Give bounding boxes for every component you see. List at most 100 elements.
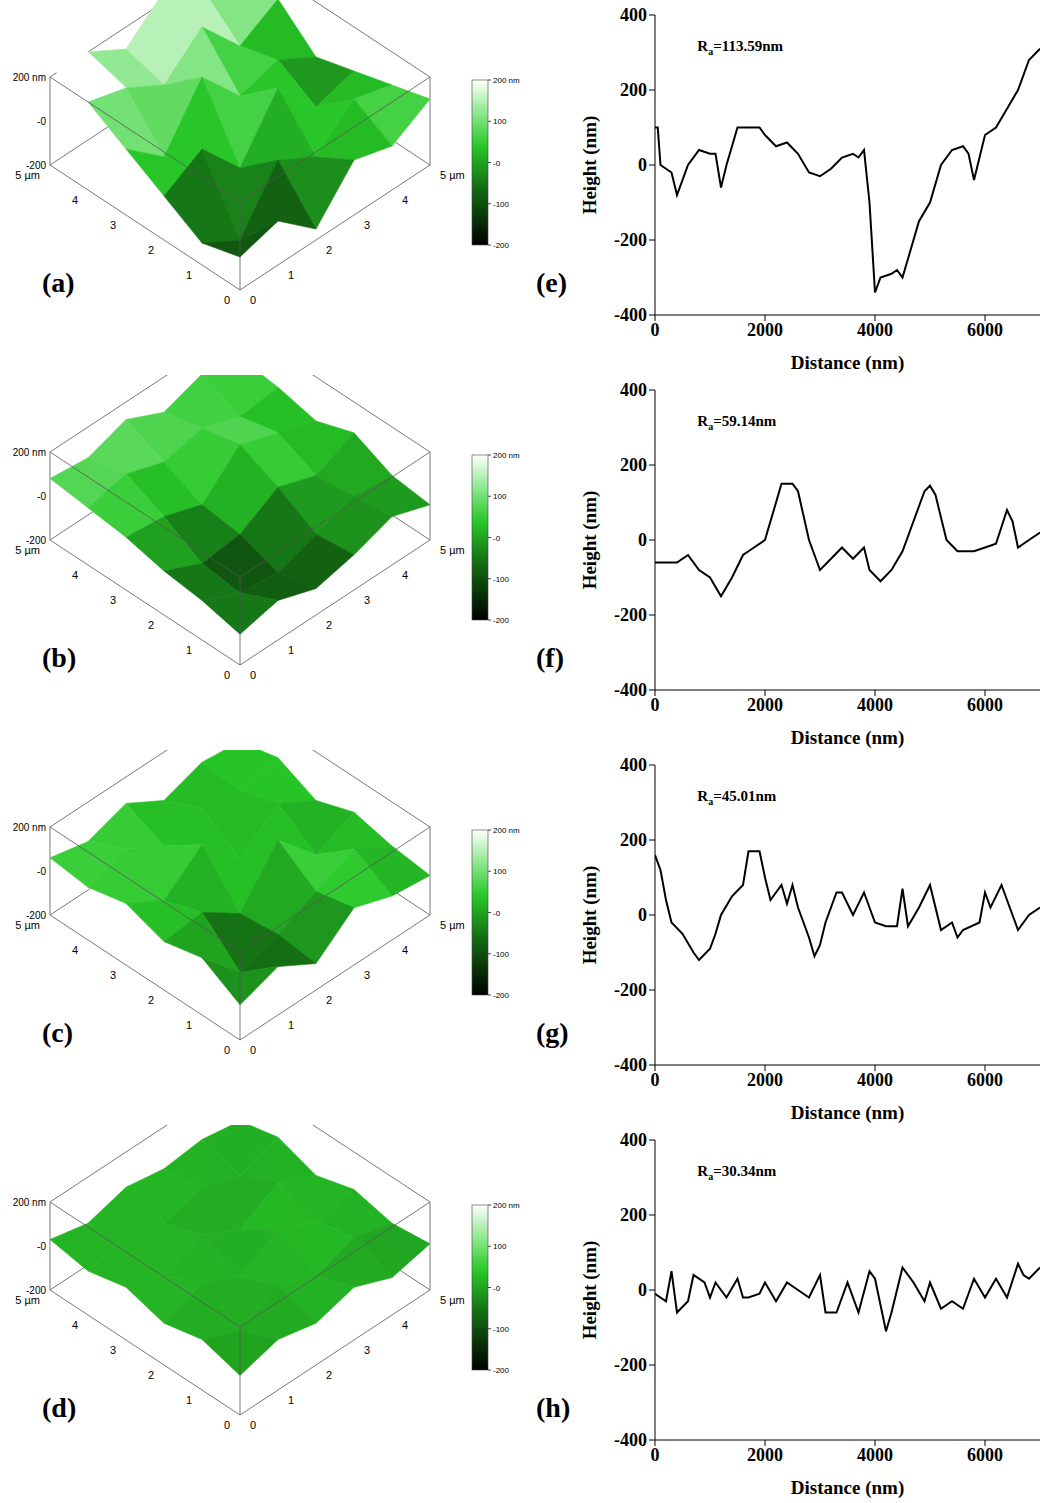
svg-text:-200: -200 bbox=[614, 605, 647, 625]
svg-text:200 nm: 200 nm bbox=[493, 76, 520, 85]
svg-text:6000: 6000 bbox=[967, 1070, 1003, 1090]
svg-text:-0: -0 bbox=[493, 534, 501, 543]
svg-text:-200: -200 bbox=[493, 616, 510, 625]
svg-text:-0: -0 bbox=[37, 1241, 46, 1252]
svg-text:Distance (nm): Distance (nm) bbox=[791, 1477, 904, 1499]
svg-text:5 µm: 5 µm bbox=[440, 544, 465, 556]
svg-text:4000: 4000 bbox=[857, 320, 893, 340]
svg-text:Height (nm): Height (nm) bbox=[579, 491, 601, 590]
svg-text:Ra=59.14nm: Ra=59.14nm bbox=[697, 413, 776, 432]
svg-text:100: 100 bbox=[493, 117, 507, 126]
svg-text:2: 2 bbox=[326, 1369, 332, 1381]
svg-text:2: 2 bbox=[148, 619, 154, 631]
svg-text:4: 4 bbox=[402, 569, 408, 581]
svg-text:0: 0 bbox=[224, 669, 230, 681]
svg-text:-0: -0 bbox=[37, 116, 46, 127]
svg-text:4: 4 bbox=[72, 569, 78, 581]
svg-text:5 µm: 5 µm bbox=[440, 919, 465, 931]
svg-text:2: 2 bbox=[326, 619, 332, 631]
svg-text:-400: -400 bbox=[614, 305, 647, 325]
svg-text:4: 4 bbox=[402, 1319, 408, 1331]
svg-text:200: 200 bbox=[620, 80, 647, 100]
svg-text:-100: -100 bbox=[493, 200, 510, 209]
svg-text:100: 100 bbox=[493, 492, 507, 501]
svg-text:200 nm: 200 nm bbox=[13, 1197, 46, 1208]
svg-text:(d): (d) bbox=[42, 1392, 76, 1423]
svg-text:1: 1 bbox=[186, 1394, 192, 1406]
svg-text:(h): (h) bbox=[536, 1392, 570, 1423]
svg-text:(c): (c) bbox=[42, 1017, 73, 1048]
svg-text:-100: -100 bbox=[493, 950, 510, 959]
svg-text:Distance (nm): Distance (nm) bbox=[791, 1102, 904, 1124]
svg-text:400: 400 bbox=[620, 755, 647, 775]
svg-text:-0: -0 bbox=[493, 1284, 501, 1293]
svg-text:3: 3 bbox=[364, 594, 370, 606]
svg-text:200 nm: 200 nm bbox=[13, 822, 46, 833]
svg-text:-200: -200 bbox=[614, 230, 647, 250]
svg-text:-200: -200 bbox=[493, 241, 510, 250]
svg-text:3: 3 bbox=[110, 219, 116, 231]
svg-text:200: 200 bbox=[620, 455, 647, 475]
svg-text:Height (nm): Height (nm) bbox=[579, 1241, 601, 1340]
svg-text:-200: -200 bbox=[493, 1366, 510, 1375]
svg-text:4: 4 bbox=[72, 944, 78, 956]
svg-text:1: 1 bbox=[186, 644, 192, 656]
svg-text:0: 0 bbox=[224, 294, 230, 306]
svg-text:1: 1 bbox=[186, 269, 192, 281]
svg-text:200 nm: 200 nm bbox=[13, 72, 46, 83]
svg-text:-0: -0 bbox=[37, 866, 46, 877]
svg-text:1: 1 bbox=[288, 1019, 294, 1031]
svg-text:Height (nm): Height (nm) bbox=[579, 866, 601, 965]
svg-text:(a): (a) bbox=[42, 267, 75, 298]
svg-text:0: 0 bbox=[651, 320, 660, 340]
svg-text:(g): (g) bbox=[536, 1017, 569, 1048]
svg-text:100: 100 bbox=[493, 867, 507, 876]
svg-text:1: 1 bbox=[288, 644, 294, 656]
svg-text:0: 0 bbox=[638, 905, 647, 925]
svg-text:-400: -400 bbox=[614, 1055, 647, 1075]
svg-text:400: 400 bbox=[620, 380, 647, 400]
svg-text:-200: -200 bbox=[26, 1285, 46, 1296]
svg-text:3: 3 bbox=[364, 1344, 370, 1356]
svg-text:200 nm: 200 nm bbox=[13, 447, 46, 458]
svg-text:Ra=113.59nm: Ra=113.59nm bbox=[697, 38, 783, 57]
svg-text:3: 3 bbox=[364, 219, 370, 231]
svg-text:-0: -0 bbox=[37, 491, 46, 502]
svg-text:-200: -200 bbox=[614, 1355, 647, 1375]
svg-text:5 µm: 5 µm bbox=[440, 1294, 465, 1306]
svg-text:Ra=30.34nm: Ra=30.34nm bbox=[697, 1163, 776, 1182]
svg-text:-200: -200 bbox=[26, 910, 46, 921]
svg-text:1: 1 bbox=[288, 1394, 294, 1406]
svg-text:4: 4 bbox=[402, 194, 408, 206]
svg-text:-400: -400 bbox=[614, 1430, 647, 1450]
svg-text:Distance (nm): Distance (nm) bbox=[791, 727, 904, 749]
svg-text:0: 0 bbox=[224, 1044, 230, 1056]
svg-text:-200: -200 bbox=[493, 991, 510, 1000]
svg-text:400: 400 bbox=[620, 5, 647, 25]
svg-text:Ra=45.01nm: Ra=45.01nm bbox=[697, 788, 776, 807]
svg-text:6000: 6000 bbox=[967, 695, 1003, 715]
svg-text:0: 0 bbox=[638, 1280, 647, 1300]
svg-text:0: 0 bbox=[651, 1070, 660, 1090]
svg-text:3: 3 bbox=[110, 969, 116, 981]
svg-text:2: 2 bbox=[148, 1369, 154, 1381]
svg-text:4000: 4000 bbox=[857, 695, 893, 715]
svg-text:1: 1 bbox=[288, 269, 294, 281]
svg-text:400: 400 bbox=[620, 1130, 647, 1150]
svg-text:2: 2 bbox=[326, 994, 332, 1006]
svg-text:4: 4 bbox=[72, 1319, 78, 1331]
svg-text:0: 0 bbox=[250, 1044, 256, 1056]
svg-text:3: 3 bbox=[110, 594, 116, 606]
svg-text:Height (nm): Height (nm) bbox=[579, 116, 601, 215]
svg-text:200 nm: 200 nm bbox=[493, 451, 520, 460]
svg-text:4000: 4000 bbox=[857, 1070, 893, 1090]
svg-text:0: 0 bbox=[250, 294, 256, 306]
svg-text:200: 200 bbox=[620, 830, 647, 850]
svg-text:-100: -100 bbox=[493, 575, 510, 584]
svg-text:-200: -200 bbox=[26, 535, 46, 546]
svg-text:-100: -100 bbox=[493, 1325, 510, 1334]
svg-text:1: 1 bbox=[186, 1019, 192, 1031]
svg-text:0: 0 bbox=[638, 530, 647, 550]
svg-text:100: 100 bbox=[493, 1242, 507, 1251]
svg-text:0: 0 bbox=[250, 669, 256, 681]
